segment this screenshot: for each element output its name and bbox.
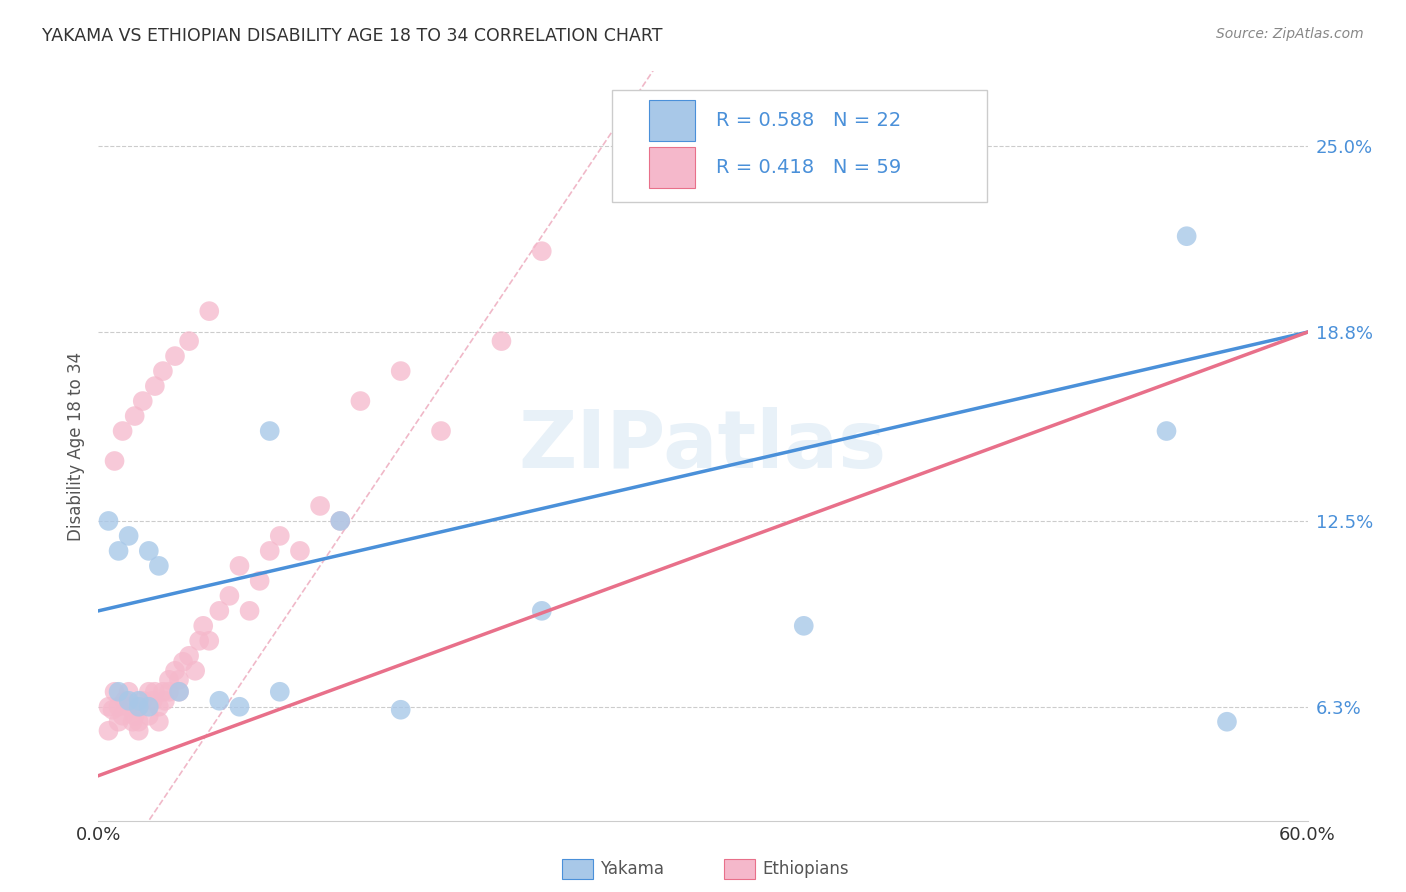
Point bbox=[1216, 714, 1239, 729]
Point bbox=[793, 619, 815, 633]
Point bbox=[228, 699, 250, 714]
Point bbox=[148, 699, 170, 714]
Point bbox=[491, 334, 513, 348]
Point bbox=[143, 379, 166, 393]
Point bbox=[157, 673, 180, 687]
Point bbox=[309, 499, 332, 513]
Point bbox=[269, 529, 291, 543]
Point bbox=[143, 685, 166, 699]
Point bbox=[193, 619, 215, 633]
Point bbox=[121, 714, 143, 729]
Point bbox=[198, 304, 221, 318]
Point bbox=[259, 424, 281, 438]
Point bbox=[101, 703, 124, 717]
Text: ZIPatlas: ZIPatlas bbox=[519, 407, 887, 485]
Point bbox=[389, 364, 412, 378]
Point bbox=[239, 604, 262, 618]
Point bbox=[138, 544, 160, 558]
Point bbox=[103, 454, 125, 468]
Point bbox=[188, 633, 211, 648]
Text: Yakama: Yakama bbox=[600, 860, 665, 878]
Point bbox=[208, 604, 231, 618]
Point bbox=[184, 664, 207, 678]
Point bbox=[128, 694, 150, 708]
Point bbox=[167, 685, 190, 699]
Point bbox=[179, 334, 201, 348]
Bar bbox=[648, 147, 695, 188]
Point bbox=[97, 699, 120, 714]
Point bbox=[118, 699, 141, 714]
Point bbox=[124, 708, 146, 723]
Point bbox=[118, 685, 141, 699]
Bar bbox=[648, 100, 695, 141]
Point bbox=[163, 664, 186, 678]
Point bbox=[138, 699, 160, 714]
Point bbox=[198, 633, 221, 648]
Point bbox=[157, 685, 180, 699]
Point bbox=[329, 514, 352, 528]
Text: R = 0.588   N = 22: R = 0.588 N = 22 bbox=[716, 111, 901, 130]
Point bbox=[107, 699, 129, 714]
Point bbox=[530, 604, 553, 618]
Text: R = 0.418   N = 59: R = 0.418 N = 59 bbox=[716, 158, 901, 178]
Point bbox=[148, 714, 170, 729]
Point bbox=[228, 558, 250, 573]
Point bbox=[430, 424, 453, 438]
Point bbox=[132, 394, 155, 409]
Point bbox=[128, 723, 150, 738]
Point bbox=[329, 514, 352, 528]
Point bbox=[103, 685, 125, 699]
Point bbox=[167, 685, 190, 699]
Point bbox=[172, 655, 194, 669]
Point bbox=[530, 244, 553, 259]
Text: Source: ZipAtlas.com: Source: ZipAtlas.com bbox=[1216, 27, 1364, 41]
Point bbox=[132, 694, 155, 708]
Point bbox=[1156, 424, 1178, 438]
Point bbox=[142, 694, 165, 708]
Point bbox=[389, 703, 412, 717]
Point bbox=[128, 699, 150, 714]
Y-axis label: Disability Age 18 to 34: Disability Age 18 to 34 bbox=[66, 351, 84, 541]
Point bbox=[111, 708, 134, 723]
Point bbox=[1175, 229, 1198, 244]
Point bbox=[349, 394, 371, 409]
Point bbox=[163, 349, 186, 363]
Point bbox=[148, 558, 170, 573]
Point bbox=[167, 673, 190, 687]
Point bbox=[107, 544, 129, 558]
Point bbox=[288, 544, 311, 558]
Point bbox=[249, 574, 271, 588]
Point bbox=[218, 589, 240, 603]
Point bbox=[153, 694, 176, 708]
Point bbox=[208, 694, 231, 708]
Point bbox=[124, 409, 146, 423]
Point bbox=[152, 685, 174, 699]
Point bbox=[114, 694, 136, 708]
Point bbox=[111, 424, 134, 438]
Point bbox=[107, 685, 129, 699]
Point bbox=[179, 648, 201, 663]
Point bbox=[259, 544, 281, 558]
Point bbox=[269, 685, 291, 699]
Point bbox=[128, 699, 150, 714]
Text: YAKAMA VS ETHIOPIAN DISABILITY AGE 18 TO 34 CORRELATION CHART: YAKAMA VS ETHIOPIAN DISABILITY AGE 18 TO… bbox=[42, 27, 662, 45]
Point bbox=[152, 364, 174, 378]
Point bbox=[118, 529, 141, 543]
FancyBboxPatch shape bbox=[613, 90, 987, 202]
Text: Ethiopians: Ethiopians bbox=[762, 860, 849, 878]
Point bbox=[97, 723, 120, 738]
Point bbox=[118, 694, 141, 708]
Point bbox=[97, 514, 120, 528]
Point bbox=[128, 714, 150, 729]
Point bbox=[107, 714, 129, 729]
Point bbox=[138, 685, 160, 699]
Point bbox=[138, 708, 160, 723]
